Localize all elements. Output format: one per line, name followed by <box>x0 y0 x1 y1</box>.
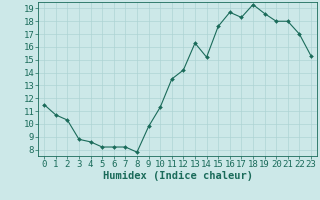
X-axis label: Humidex (Indice chaleur): Humidex (Indice chaleur) <box>103 171 252 181</box>
